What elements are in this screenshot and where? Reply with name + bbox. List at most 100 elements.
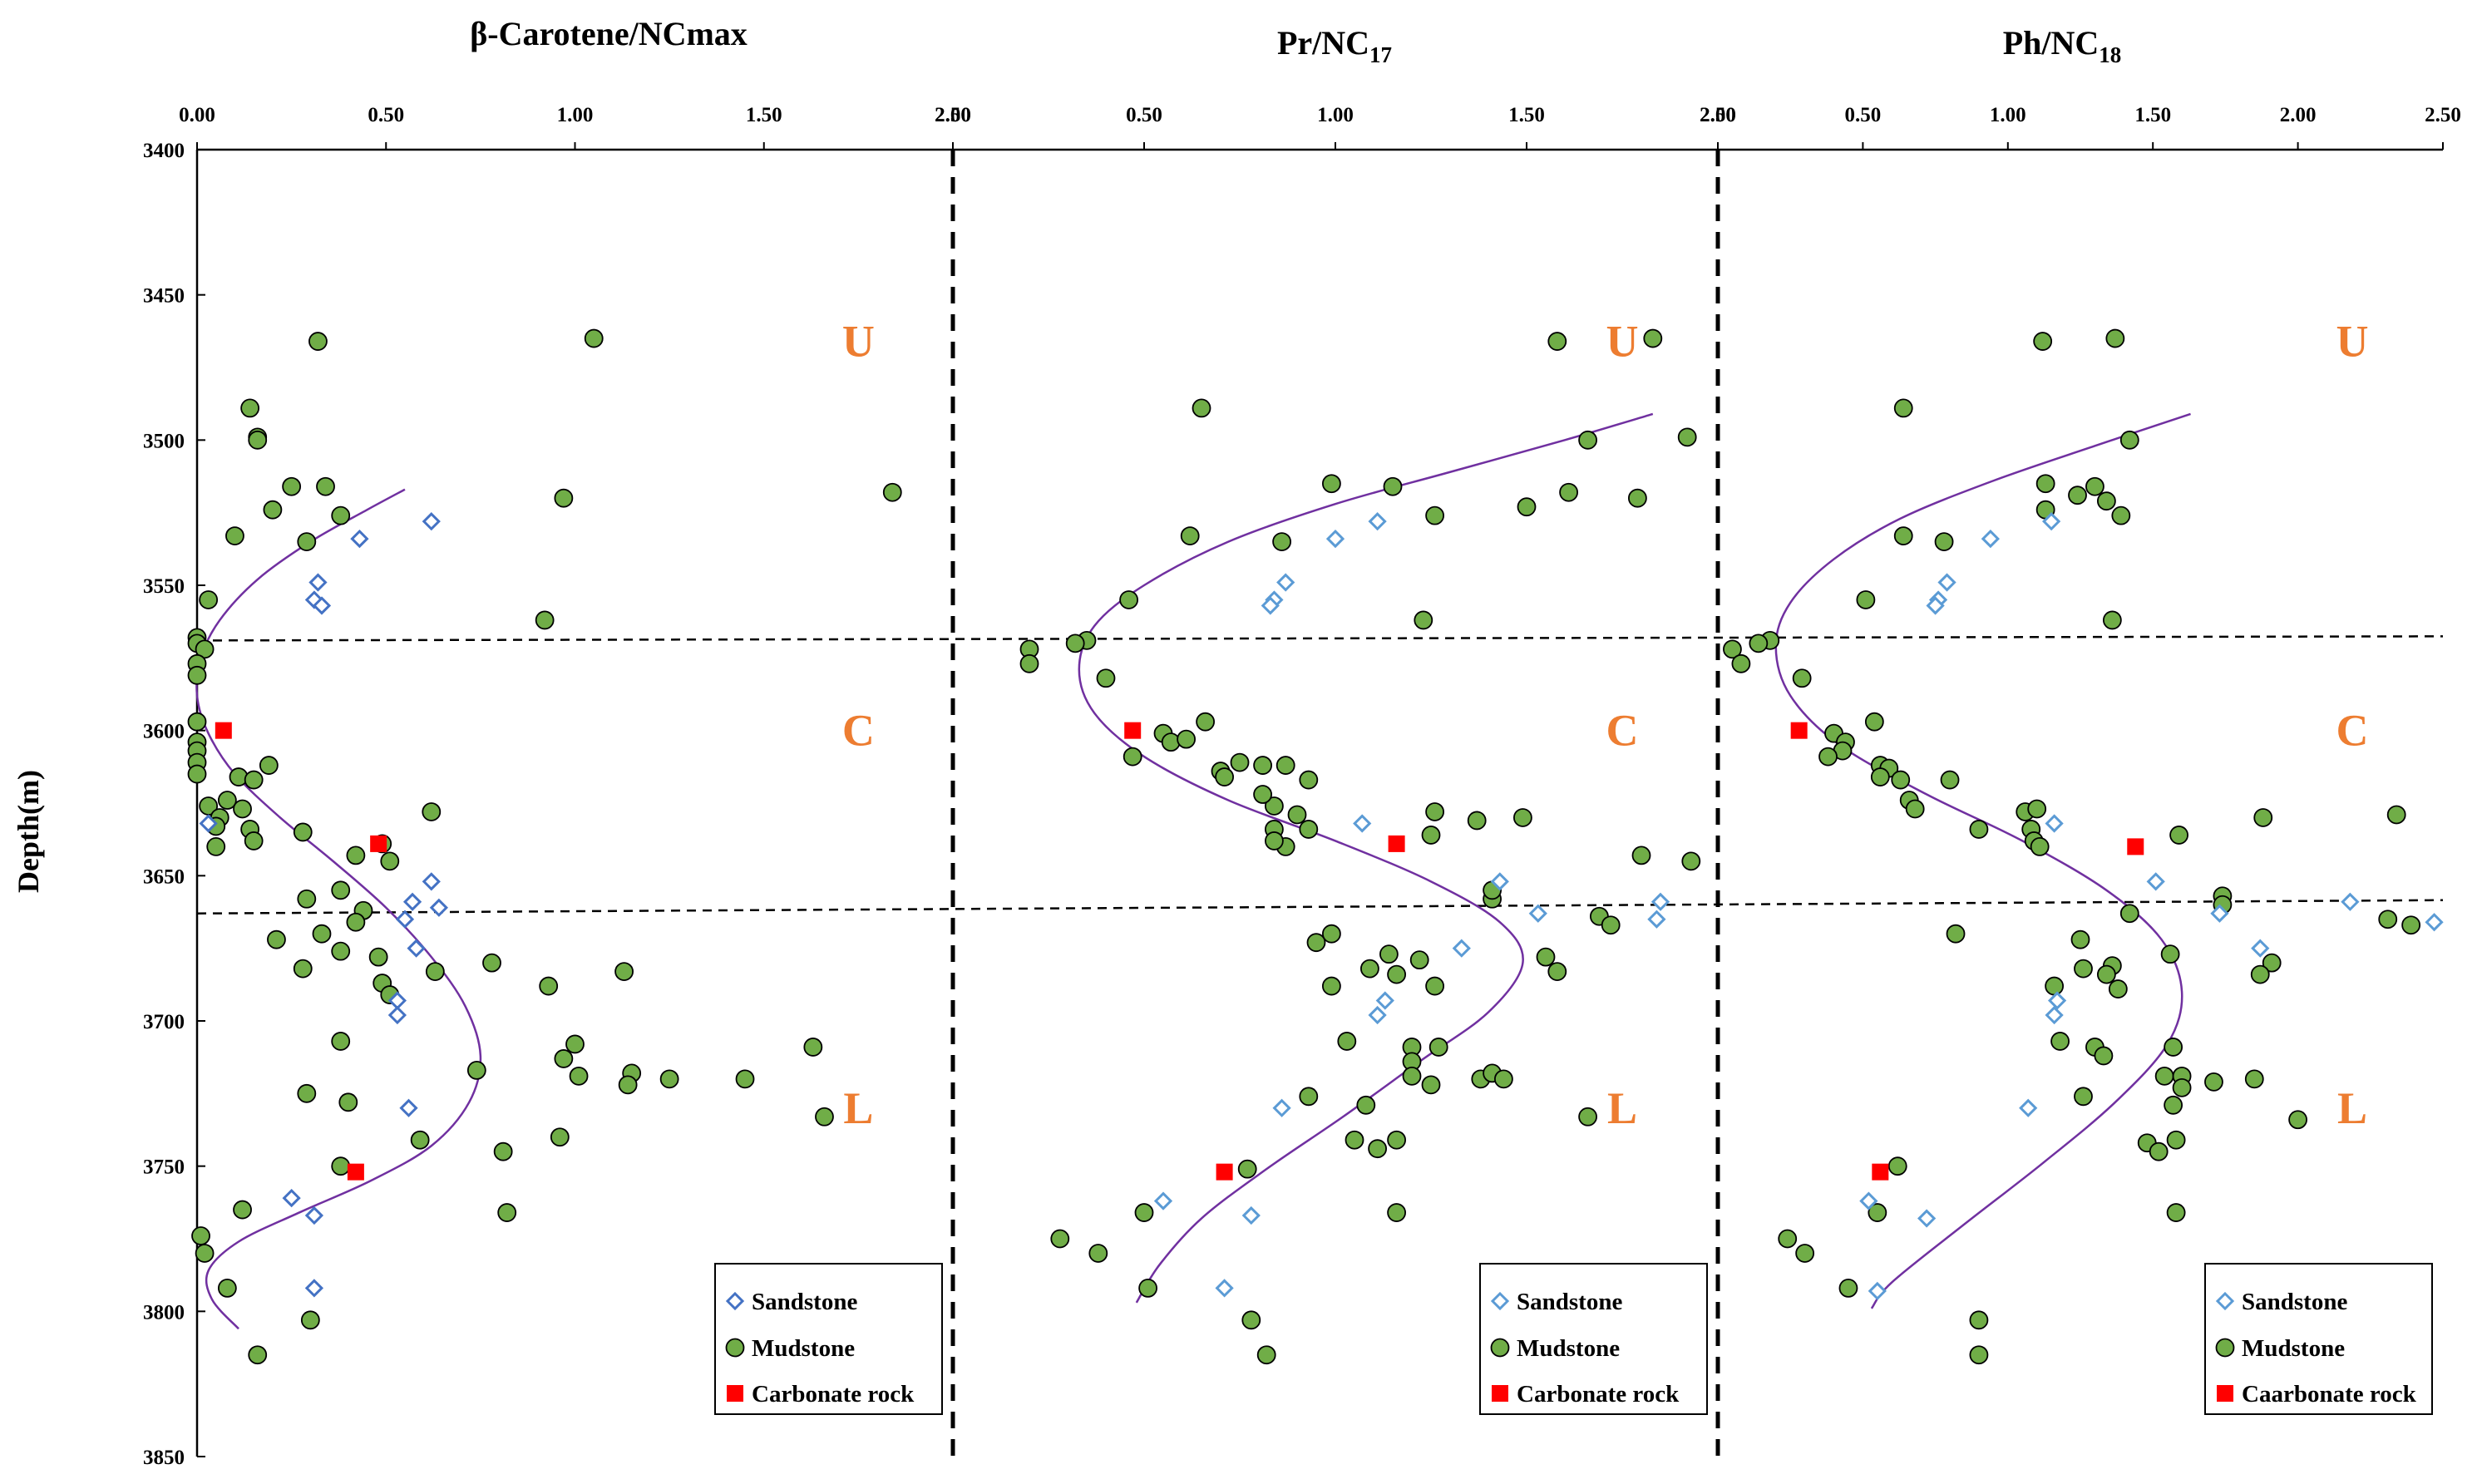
- mudstone-point: [1870, 767, 1890, 786]
- mudstone-point: [539, 976, 559, 996]
- mudstone-point: [346, 912, 366, 932]
- mudstone-point: [2166, 1203, 2186, 1222]
- zone-label-l: L: [2337, 1083, 2367, 1133]
- mudstone-point: [1276, 756, 1295, 775]
- sandstone-point: [1926, 596, 1945, 615]
- mudstone-point: [1578, 430, 1597, 450]
- mudstone-point: [1891, 770, 1911, 790]
- y-tick-label: 3400: [143, 140, 185, 162]
- mudstone-point: [1946, 924, 1966, 944]
- panel-2-x-tick-label: 1.00: [1317, 104, 1354, 126]
- mudstone-point: [2386, 805, 2406, 825]
- mudstone-point: [2105, 328, 2125, 348]
- mudstone-point: [1088, 1244, 1108, 1263]
- sandstone-point: [2019, 1098, 2038, 1117]
- sandstone-point: [395, 910, 415, 929]
- sandstone-point: [350, 529, 369, 549]
- mudstone-point: [1019, 653, 1039, 673]
- mudstone-point: [1196, 712, 1215, 732]
- legend-sandstone-marker: [725, 1291, 745, 1311]
- mudstone-point: [316, 476, 335, 496]
- y-tick-label: 3600: [143, 721, 185, 743]
- mudstone-point: [1838, 1278, 1858, 1298]
- mudstone-point: [2401, 915, 2421, 935]
- mudstone-point: [1387, 964, 1406, 984]
- mudstone-point: [338, 1092, 358, 1112]
- mudstone-point: [2149, 1141, 2169, 1161]
- mudstone-point: [293, 959, 313, 979]
- mudstone-point: [1299, 1087, 1319, 1107]
- mudstone-point: [2096, 491, 2116, 511]
- mudstone-point: [803, 1038, 823, 1057]
- mudstone-point: [1856, 590, 1876, 609]
- panel-1-legend-box: [714, 1263, 943, 1415]
- mudstone-point: [2030, 837, 2050, 856]
- mudstone-point: [2244, 1069, 2264, 1089]
- sandstone-point: [1368, 512, 1387, 531]
- mudstone-point: [1494, 1069, 1513, 1089]
- mudstone-point: [1864, 712, 1884, 732]
- mudstone-point: [1368, 1139, 1387, 1159]
- sandstone-point: [1153, 1191, 1173, 1210]
- legend-mudstone-label: Mudstone: [752, 1335, 855, 1362]
- mudstone-point: [2164, 1038, 2183, 1057]
- mudstone-point: [1795, 1244, 1815, 1263]
- mudstone-point: [1356, 1095, 1376, 1115]
- mudstone-point: [1547, 962, 1567, 982]
- mudstone-point: [1096, 668, 1116, 688]
- sandstone-point: [1981, 529, 2000, 549]
- mudstone-point: [2045, 976, 2065, 996]
- mudstone-point: [614, 962, 634, 982]
- mudstone-point: [1887, 1156, 1907, 1176]
- mudstone-point: [217, 1278, 237, 1298]
- legend-sandstone-marker: [2215, 1291, 2235, 1311]
- mudstone-point: [410, 1130, 430, 1150]
- mudstone-point: [1421, 1075, 1441, 1095]
- sandstone-point: [402, 892, 422, 911]
- panel-1-x-tick-label: 1.50: [746, 104, 782, 126]
- mudstone-point: [1513, 808, 1532, 827]
- sandstone-point: [2041, 512, 2061, 531]
- mudstone-point: [1643, 328, 1663, 348]
- legend-mudstone-marker: [2215, 1338, 2235, 1358]
- mudstone-point: [1631, 846, 1651, 865]
- panel-1-trend-line: [195, 488, 482, 1330]
- mudstone-point: [1387, 1130, 1406, 1150]
- sandstone-point: [308, 573, 328, 592]
- mudstone-point: [297, 532, 317, 551]
- y-axis-label: Depth(m): [12, 770, 45, 893]
- sandstone-point: [407, 939, 426, 958]
- mudstone-point: [312, 924, 332, 944]
- legend-carbonate-label: Carbonate rock: [752, 1381, 915, 1408]
- mudstone-point: [2250, 964, 2270, 984]
- mudstone-point: [569, 1066, 589, 1086]
- mudstone-point: [2050, 1032, 2070, 1051]
- sandstone-point: [199, 814, 218, 833]
- mudstone-point: [1628, 488, 1647, 508]
- legend-carbonate-marker: [2217, 1385, 2233, 1402]
- sandstone-point: [2251, 939, 2270, 958]
- mudstone-point: [1287, 805, 1307, 825]
- mudstone-point: [2096, 964, 2116, 984]
- y-tick-label: 3750: [143, 1156, 185, 1179]
- sandstone-point: [1325, 529, 1345, 549]
- mudstone-point: [1402, 1066, 1422, 1086]
- sandstone-point: [399, 1098, 418, 1117]
- mudstone-point: [1868, 1203, 1887, 1222]
- mudstone-point: [331, 1032, 351, 1051]
- panel-2-x-tick-label: 0.50: [1126, 104, 1162, 126]
- mudstone-point: [2154, 1066, 2174, 1086]
- legend-sandstone-marker: [1490, 1291, 1510, 1311]
- mudstone-point: [1425, 505, 1444, 525]
- legend-mudstone-label: Mudstone: [2242, 1335, 2345, 1362]
- mudstone-point: [282, 476, 302, 496]
- zone-label-c: C: [842, 706, 875, 756]
- mudstone-point: [1123, 747, 1142, 767]
- mudstone-point: [1409, 950, 1429, 970]
- mudstone-point: [195, 639, 215, 659]
- mudstone-point: [1387, 1203, 1406, 1222]
- carbonate-point: [215, 722, 232, 739]
- mudstone-point: [2119, 430, 2139, 450]
- sandstone-point: [1651, 892, 1670, 911]
